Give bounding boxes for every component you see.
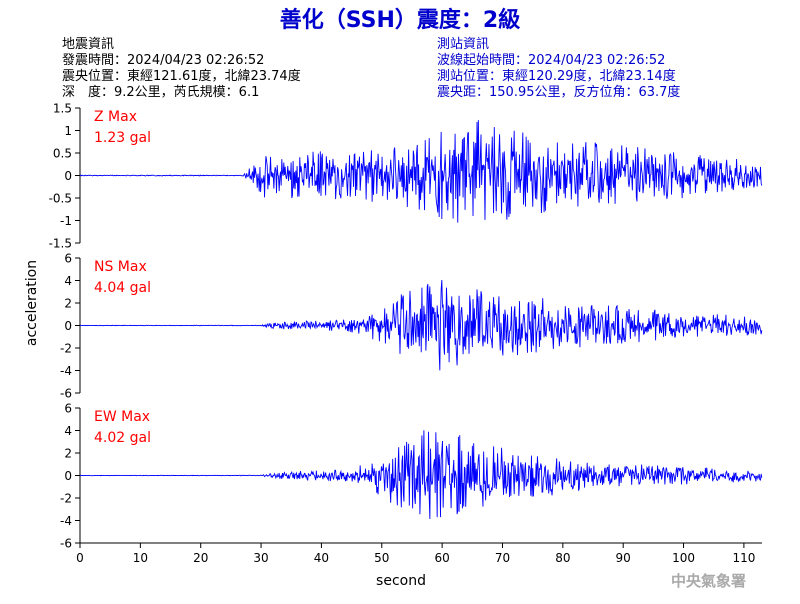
y-tick-label: -4 <box>60 364 72 378</box>
x-tick-label: 20 <box>193 551 208 565</box>
max-value-label: 4.02 gal <box>94 430 151 446</box>
station-info-line: 震央距：150.95公里，反方位角：63.7度 <box>437 84 680 100</box>
page-title: 善化（SSH）震度：2級 <box>280 7 520 33</box>
x-tick-label: 100 <box>672 551 695 565</box>
y-tick-label: -6 <box>60 537 72 551</box>
y-tick-label: 4 <box>64 274 72 288</box>
panel-ew: -6 -4 -2 0 2 4 6 EW Max 4.02 gal 0 10 20 30 40 50 60 70 8… <box>60 402 763 589</box>
waveform-trace-ns <box>79 280 763 371</box>
x-tick-label: 80 <box>555 551 570 565</box>
x-axis-label: second <box>376 573 426 589</box>
y-tick-label: 2 <box>64 447 72 461</box>
y-tick-label: -4 <box>60 514 72 528</box>
y-tick-label: 0.5 <box>53 147 72 161</box>
y-tick-label: 0 <box>64 169 72 183</box>
max-value-label: 4.04 gal <box>94 280 151 296</box>
panel-ns: -6 -4 -2 0 2 4 6 NS Max 4.04 gal <box>60 252 763 401</box>
y-tick-label: 6 <box>64 252 72 266</box>
max-label: NS Max <box>94 259 147 275</box>
earthquake-info-line: 震央位置：東經121.61度，北緯23.74度 <box>62 68 301 84</box>
x-tick-label: 30 <box>253 551 268 565</box>
x-tick-label: 50 <box>374 551 389 565</box>
waveform-trace-ew <box>79 430 763 519</box>
panels-group: -1.5 -1 -0.5 0 0.5 1 1.5 Z Max 1.23 gal -6 -4 -2 0 2 4… <box>49 102 763 589</box>
station-info-line: 測站位置：東經120.29度，北緯23.14度 <box>437 68 676 84</box>
x-tick-label: 10 <box>133 551 148 565</box>
y-tick-label: -1.5 <box>49 237 72 251</box>
max-value-label: 1.23 gal <box>94 130 151 146</box>
y-tick-label: -1 <box>60 214 72 228</box>
x-tick-label: 40 <box>314 551 329 565</box>
x-tick-label: 0 <box>76 551 84 565</box>
y-tick-label: 0 <box>64 469 72 483</box>
y-tick-label: 2 <box>64 297 72 311</box>
station-info: 測站資訊 波線起始時間：2024/04/23 02:26:52 測站位置：東經1… <box>437 37 680 100</box>
panel-z: -1.5 -1 -0.5 0 0.5 1 1.5 Z Max 1.23 gal <box>49 102 763 251</box>
y-tick-label: -2 <box>60 492 72 506</box>
y-tick-label: 1.5 <box>53 102 72 116</box>
earthquake-info-line: 深 度：9.2公里，芮氏規模：6.1 <box>62 84 259 100</box>
y-tick-label: 1 <box>64 124 72 138</box>
y-tick-label: -0.5 <box>49 192 72 206</box>
earthquake-info-line: 發震時間：2024/04/23 02:26:52 <box>62 53 264 68</box>
x-tick-label: 60 <box>434 551 449 565</box>
y-axis-label: acceleration <box>24 260 40 346</box>
y-tick-label: 0 <box>64 319 72 333</box>
y-tick-label: -6 <box>60 387 72 401</box>
earthquake-info: 地震資訊 發震時間：2024/04/23 02:26:52 震央位置：東經121… <box>62 37 301 100</box>
credit-text: 中央氣象署 <box>671 572 746 590</box>
y-tick-label: 4 <box>64 424 72 438</box>
x-tick-label: 90 <box>616 551 631 565</box>
waveform-trace-z <box>79 120 763 223</box>
station-info-line: 測站資訊 <box>437 37 489 52</box>
y-tick-label: 6 <box>64 402 72 416</box>
max-label: EW Max <box>94 409 150 425</box>
max-label: Z Max <box>94 109 137 125</box>
station-info-line: 波線起始時間：2024/04/23 02:26:52 <box>437 52 665 68</box>
y-tick-label: -2 <box>60 342 72 356</box>
x-tick-label: 110 <box>732 551 755 565</box>
earthquake-info-line: 地震資訊 <box>62 37 114 52</box>
x-tick-label: 70 <box>495 551 510 565</box>
